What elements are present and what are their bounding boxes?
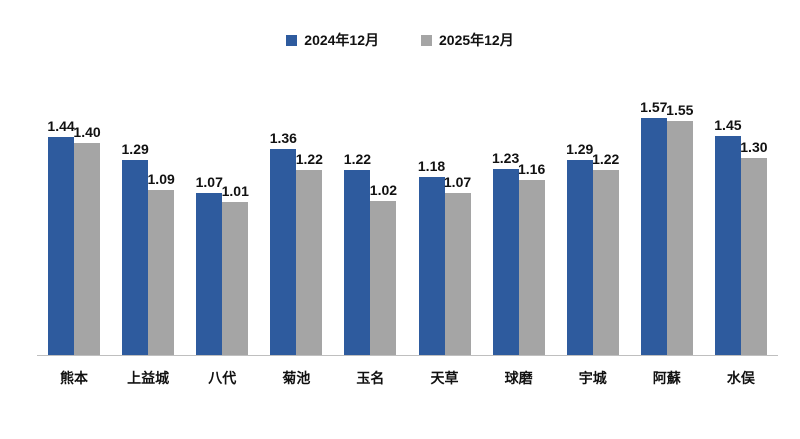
bar-series-1 xyxy=(222,202,249,355)
bar-group-series-1: 1.30 xyxy=(740,140,768,355)
bar-group-series-1: 1.55 xyxy=(666,103,693,355)
bar-series-1 xyxy=(518,180,545,355)
category-label: 熊本 xyxy=(60,370,89,386)
category-slot: 1.36 1.22 xyxy=(259,113,333,355)
bar-group-series-0: 1.29 xyxy=(122,142,149,355)
value-label: 1.30 xyxy=(740,139,768,155)
bar-group-series-0: 1.45 xyxy=(714,118,742,355)
bar-series-0 xyxy=(196,193,223,355)
category-label: 玉名 xyxy=(356,370,385,386)
bar-group-series-1: 1.16 xyxy=(518,162,545,355)
value-label: 1.09 xyxy=(147,171,175,187)
value-label: 1.18 xyxy=(417,158,446,174)
value-label: 1.29 xyxy=(566,141,594,157)
bar-series-0 xyxy=(48,137,75,355)
category-label: 宇城 xyxy=(578,370,607,386)
bar-series-1 xyxy=(370,201,397,355)
bar-series-0 xyxy=(418,177,445,355)
bar-series-0 xyxy=(492,169,519,355)
value-label: 1.23 xyxy=(491,150,520,166)
category-slot: 1.18 1.07 xyxy=(407,113,481,355)
bar-series-1 xyxy=(444,193,471,355)
bar-group-series-0: 1.23 xyxy=(492,151,519,355)
value-label: 1.22 xyxy=(295,151,323,167)
bar-series-1 xyxy=(74,143,101,355)
category-slot: 1.44 1.40 xyxy=(37,113,111,355)
category-slot: 1.23 1.16 xyxy=(482,113,556,355)
bar-group-series-1: 1.40 xyxy=(73,125,101,355)
bar-chart: 1.44 1.40 1.29 1.09 1.07 1.01 1.36 1.22 1.22 1.02… xyxy=(37,100,778,388)
category-slot: 1.22 1.02 xyxy=(333,113,407,355)
value-label: 1.36 xyxy=(269,130,297,146)
category-slot: 1.07 1.01 xyxy=(185,113,259,355)
bar-group-series-0: 1.36 xyxy=(270,131,297,355)
legend-label-2025: 2025年12月 xyxy=(439,32,514,48)
legend: 2024年12月 2025年12月 xyxy=(0,30,800,50)
bar-series-1 xyxy=(592,170,619,355)
value-label: 1.45 xyxy=(714,117,742,133)
category-label: 天草 xyxy=(430,370,459,386)
category-label: 上益城 xyxy=(127,370,170,386)
category-label: 阿蘇 xyxy=(652,370,681,386)
value-label: 1.07 xyxy=(443,174,472,190)
value-label: 1.40 xyxy=(73,124,101,140)
bar-series-0 xyxy=(640,118,667,355)
x-axis-labels: 熊本 上益城 八代 菊池 玉名 天草 球磨 宇城 阿蘇 水俣 xyxy=(37,368,778,388)
bar-group-series-0: 1.29 xyxy=(566,142,593,355)
category-slot: 1.57 1.55 xyxy=(630,100,704,355)
bar-series-1 xyxy=(148,190,175,355)
value-label: 1.57 xyxy=(640,99,668,115)
value-label: 1.29 xyxy=(121,141,149,157)
plot-area: 1.44 1.40 1.29 1.09 1.07 1.01 1.36 1.22 1.22 1.02… xyxy=(37,100,778,356)
category-slot: 1.29 1.09 xyxy=(111,113,185,355)
legend-item-2025: 2025年12月 xyxy=(421,30,514,50)
bar-group-series-1: 1.22 xyxy=(296,152,323,355)
category-label: 水俣 xyxy=(726,370,755,386)
bar-group-series-1: 1.01 xyxy=(222,184,249,355)
category-label: 八代 xyxy=(208,370,237,386)
bar-group-series-1: 1.07 xyxy=(444,175,471,355)
value-label: 1.07 xyxy=(195,174,223,190)
bar-group-series-1: 1.22 xyxy=(592,152,619,355)
bar-group-series-0: 1.57 xyxy=(640,100,667,355)
bar-series-1 xyxy=(666,121,693,355)
bar-series-0 xyxy=(270,149,297,355)
bar-series-0 xyxy=(122,160,149,355)
bar-group-series-1: 1.09 xyxy=(148,172,175,355)
category-label: 球磨 xyxy=(504,370,533,386)
value-label: 1.22 xyxy=(343,151,372,167)
value-label: 1.55 xyxy=(666,102,694,118)
bar-group-series-0: 1.22 xyxy=(344,152,371,355)
category-label: 菊池 xyxy=(282,370,311,386)
value-label: 1.02 xyxy=(369,182,398,198)
legend-swatch-2025-icon xyxy=(421,34,432,46)
value-label: 1.22 xyxy=(592,151,620,167)
value-label: 1.44 xyxy=(47,118,75,134)
value-label: 1.01 xyxy=(221,183,249,199)
bar-series-1 xyxy=(296,170,323,355)
bar-group-series-0: 1.07 xyxy=(196,175,223,355)
category-slot: 1.45 1.30 xyxy=(704,113,778,355)
bar-group-series-0: 1.44 xyxy=(47,119,75,355)
value-label: 1.16 xyxy=(517,161,546,177)
bar-series-0 xyxy=(714,136,741,355)
bar-group-series-1: 1.02 xyxy=(370,183,397,355)
category-slot: 1.29 1.22 xyxy=(556,113,630,355)
legend-item-2024: 2024年12月 xyxy=(286,30,379,50)
legend-label-2024: 2024年12月 xyxy=(304,32,379,48)
bar-series-0 xyxy=(566,160,593,355)
legend-swatch-2024-icon xyxy=(286,34,298,46)
bar-series-1 xyxy=(740,158,767,355)
bar-group-series-0: 1.18 xyxy=(418,159,445,355)
bar-series-0 xyxy=(344,170,371,355)
